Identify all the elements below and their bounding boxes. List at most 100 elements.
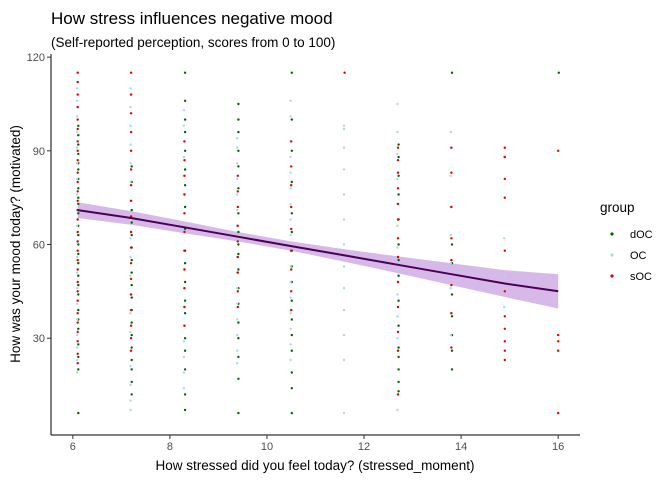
data-point-oc <box>289 202 292 206</box>
data-point-soc <box>290 165 293 168</box>
data-point-oc <box>182 355 186 359</box>
data-point-soc <box>236 271 239 274</box>
data-point-oc <box>289 312 292 315</box>
data-point-oc <box>396 224 399 227</box>
data-point-soc <box>183 159 186 162</box>
data-point-doc <box>183 393 187 396</box>
data-point-oc <box>182 109 186 112</box>
data-point-oc <box>289 296 292 299</box>
data-point-doc <box>77 196 80 199</box>
data-point-doc <box>77 355 80 359</box>
data-point-soc <box>76 240 79 243</box>
data-point-doc <box>237 118 240 121</box>
data-point-soc <box>129 149 133 152</box>
x-tick-label: 10 <box>261 441 273 453</box>
data-point-soc <box>76 93 79 96</box>
data-point-oc <box>289 358 292 362</box>
data-point-oc <box>129 162 132 165</box>
data-point-doc <box>183 368 187 371</box>
data-point-oc <box>396 337 399 340</box>
data-point-soc <box>76 171 79 174</box>
data-point-doc <box>183 149 187 152</box>
data-point-soc <box>129 230 133 234</box>
data-point-doc <box>450 243 454 246</box>
data-point-doc <box>130 258 133 262</box>
data-point-oc <box>503 237 506 240</box>
data-point-doc <box>77 343 80 346</box>
data-point-soc <box>396 255 400 259</box>
data-point-soc <box>183 193 186 196</box>
data-point-doc <box>237 130 240 134</box>
data-point-doc <box>130 380 133 384</box>
data-point-doc <box>130 208 133 212</box>
data-point-soc <box>236 255 239 259</box>
data-point-oc <box>236 177 239 181</box>
data-point-oc <box>75 87 79 90</box>
data-point-doc <box>237 165 240 168</box>
data-point-oc <box>236 302 239 305</box>
data-point-oc <box>342 124 346 128</box>
data-point-oc <box>396 315 399 318</box>
data-point-doc <box>77 143 80 146</box>
data-point-doc <box>77 252 80 256</box>
data-point-doc <box>183 280 187 284</box>
trend-line <box>77 209 559 293</box>
data-point-oc <box>182 124 186 128</box>
data-point-doc <box>130 321 133 324</box>
data-point-soc <box>129 168 133 171</box>
data-point-doc <box>183 118 187 121</box>
data-point-soc <box>503 290 506 293</box>
data-point-soc <box>129 262 133 265</box>
data-point-oc <box>503 305 506 309</box>
data-point-soc <box>183 230 186 234</box>
data-point-soc <box>129 246 133 249</box>
data-point-doc <box>130 296 133 299</box>
data-point-soc <box>76 118 79 121</box>
data-point-oc <box>236 362 239 365</box>
x-axis-title: How stressed did you feel today? (stress… <box>156 458 475 473</box>
data-point-doc <box>237 230 240 234</box>
data-point-soc <box>76 180 79 184</box>
data-point-soc <box>343 71 346 74</box>
data-point-doc <box>77 202 80 206</box>
data-point-oc <box>129 143 132 146</box>
data-point-oc <box>289 327 292 330</box>
data-point-soc <box>76 149 79 152</box>
chart-subtitle: (Self-reported perception, scores from 0… <box>51 35 335 50</box>
data-point-doc <box>237 411 240 415</box>
data-point-doc <box>183 130 187 134</box>
y-tick-label: 90 <box>33 146 45 158</box>
legend-key-soc <box>610 274 614 278</box>
data-point-soc <box>450 171 453 174</box>
x-tick-label: 8 <box>167 441 173 453</box>
data-point-oc <box>396 152 399 156</box>
data-point-doc <box>130 165 133 168</box>
data-point-soc <box>503 340 506 343</box>
data-point-doc <box>183 337 187 340</box>
data-point-oc <box>396 177 399 181</box>
data-point-doc <box>450 368 454 371</box>
data-point-soc <box>236 174 239 177</box>
data-point-doc <box>77 283 80 287</box>
data-point-oc <box>342 358 346 362</box>
data-point-oc <box>342 308 346 312</box>
data-point-oc <box>289 280 292 284</box>
data-point-soc <box>503 177 506 181</box>
data-point-doc <box>183 349 187 352</box>
data-point-oc <box>75 115 79 118</box>
legend-key-oc <box>610 253 614 257</box>
y-tick-label: 120 <box>27 52 45 64</box>
data-point-soc <box>503 155 506 159</box>
legend: group dOC OC sOC <box>600 200 653 283</box>
data-point-soc <box>183 249 186 252</box>
data-point-doc <box>290 333 293 337</box>
data-point-soc <box>76 71 79 74</box>
data-point-soc <box>396 305 400 309</box>
data-point-oc <box>449 130 452 134</box>
data-point-doc <box>557 71 560 74</box>
data-point-doc <box>397 243 400 246</box>
data-point-soc <box>129 277 133 281</box>
data-point-doc <box>77 293 80 296</box>
legend-label-oc: OC <box>630 250 647 262</box>
data-point-soc <box>503 196 506 199</box>
